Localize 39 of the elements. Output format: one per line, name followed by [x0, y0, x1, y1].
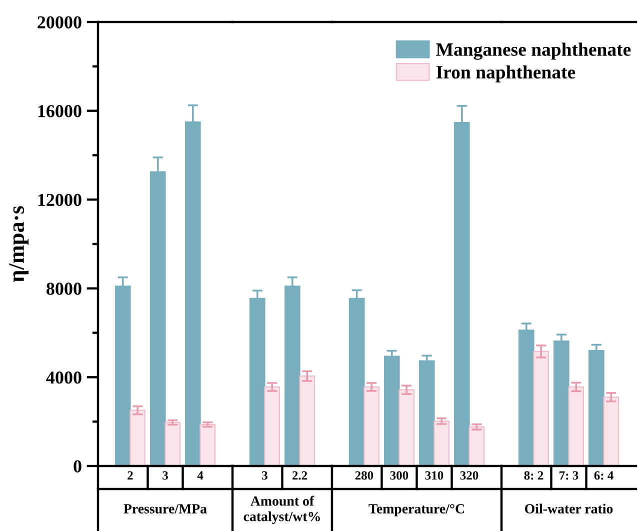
y-axis-title: η/mpa·s — [9, 206, 29, 282]
x-axis-title: Temperature/°C — [368, 504, 464, 516]
y-tick-label: 0 — [74, 460, 82, 472]
x-tick-label: 6: 4 — [594, 471, 614, 480]
y-tick-label: 16000 — [38, 105, 82, 118]
x-tick-label: 3 — [162, 471, 168, 480]
y-tick-label: 20000 — [38, 16, 82, 28]
x-axis-title: Amount of catalyst/wt% — [244, 496, 320, 524]
bar — [533, 350, 549, 466]
legend-label: Iron naphthenate — [436, 65, 576, 82]
bar — [434, 420, 450, 466]
x-tick-label: 300 — [390, 471, 408, 480]
bar — [603, 396, 620, 466]
bar — [130, 410, 146, 466]
x-axis-title: Pressure/MPa — [124, 504, 207, 514]
bar — [164, 422, 181, 466]
x-tick-label: 2 — [128, 471, 133, 480]
x-tick-label: 310 — [425, 471, 444, 480]
bar — [398, 389, 414, 466]
y-tick-label: 8000 — [46, 282, 82, 295]
x-tick-label: 4 — [197, 471, 204, 480]
bar — [264, 386, 280, 466]
x-axis-title: Oil-water ratio — [525, 504, 613, 514]
x-tick-label: 7: 3 — [560, 471, 578, 480]
y-tick-label: 12000 — [38, 194, 82, 206]
bar — [384, 356, 400, 466]
x-tick-label: 2.2 — [292, 471, 308, 480]
bar — [200, 424, 216, 466]
bar — [299, 376, 316, 466]
x-tick-label: 3 — [262, 471, 268, 480]
bar — [568, 386, 584, 466]
legend-label: Manganese naphthenate — [436, 42, 631, 60]
bar — [418, 360, 435, 466]
x-tick-label: 280 — [355, 471, 374, 480]
bar — [468, 426, 485, 466]
y-tick-label: 4000 — [46, 371, 82, 384]
x-tick-label: 8: 2 — [524, 471, 544, 480]
bar — [364, 386, 380, 466]
x-tick-label: 320 — [460, 471, 478, 480]
